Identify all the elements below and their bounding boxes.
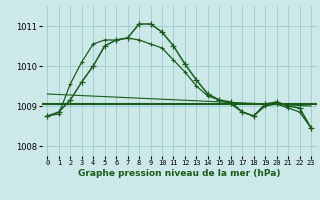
X-axis label: Graphe pression niveau de la mer (hPa): Graphe pression niveau de la mer (hPa) [78, 169, 280, 178]
